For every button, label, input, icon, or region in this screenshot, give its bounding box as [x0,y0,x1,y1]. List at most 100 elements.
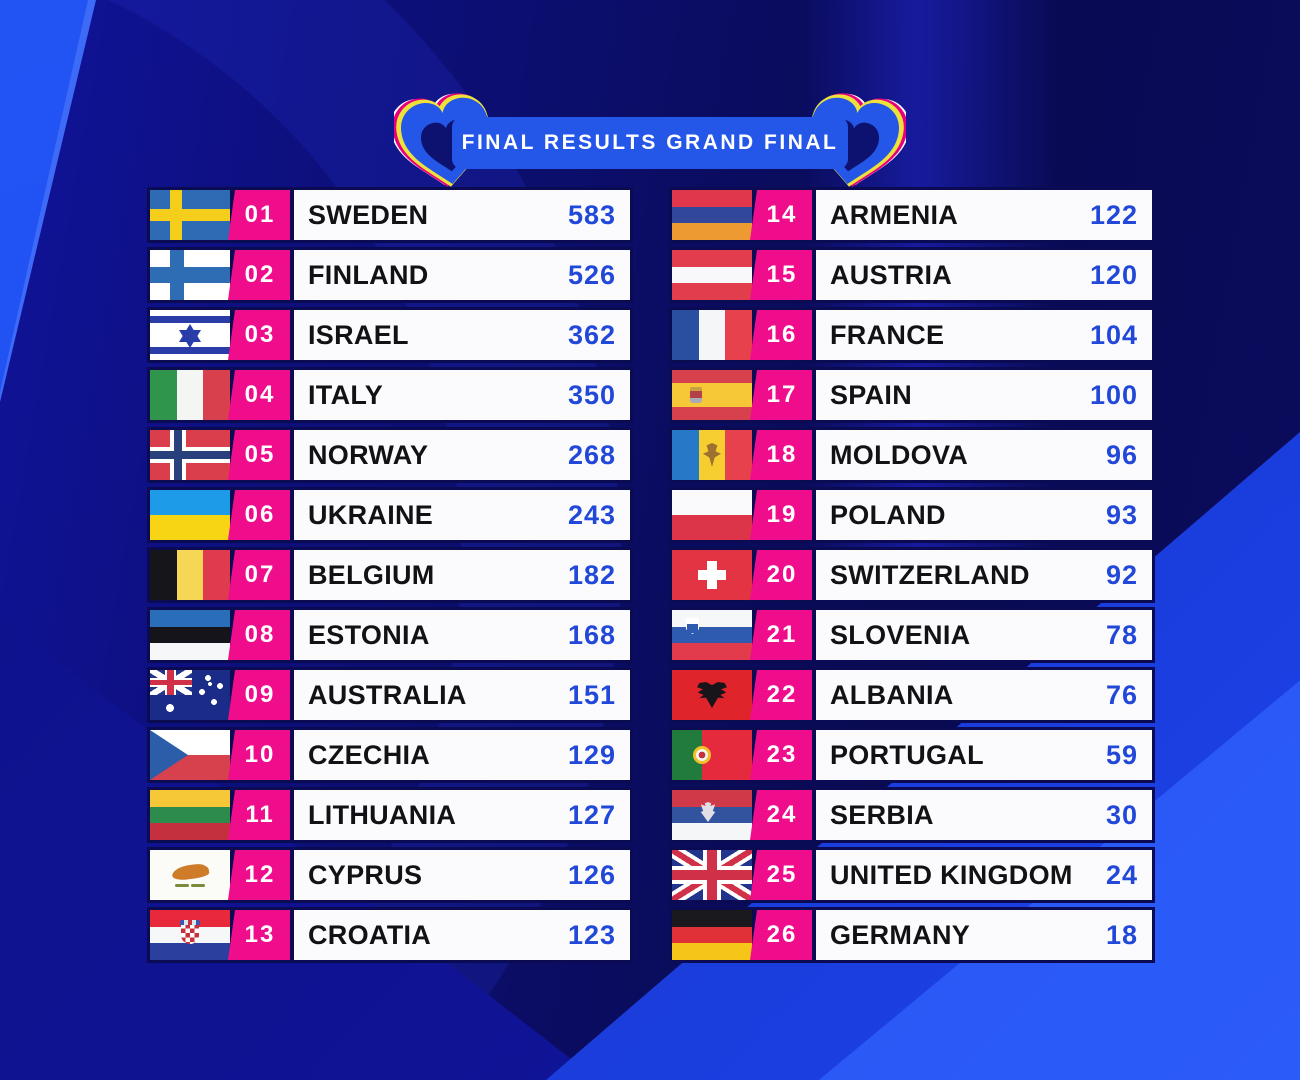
country-panel: CZECHIA 129 [294,730,630,780]
points-value: 18 [1105,919,1138,950]
rank-label: 10 [244,741,276,768]
flag-rank-block: 02 [150,250,290,300]
points-value: 93 [1105,499,1138,530]
flag-rank-block: 21 [672,610,812,660]
result-row-albania: 22 ALBANIA 76 [669,667,1155,723]
flag-rank-block: 07 [150,550,290,600]
rank-label: 04 [244,381,276,408]
points-value: 100 [1089,379,1138,410]
rank-chip: 22 [750,670,812,720]
points-value: 350 [567,379,616,410]
flag-rank-block: 25 [672,850,812,900]
result-row-finland: 02 FINLAND 526 [147,247,633,303]
country-name: ESTONIA [308,619,430,650]
rank-chip: 15 [750,250,812,300]
country-panel: ISRAEL 362 [294,310,630,360]
country-panel: LITHUANIA 127 [294,790,630,840]
rank-label: 13 [244,921,276,948]
rank-chip: 05 [228,430,290,480]
flag-lithuania-icon [150,790,230,840]
points-value: 92 [1105,559,1138,590]
result-row-armenia: 14 ARMENIA 122 [669,187,1155,243]
result-row-ukraine: 06 UKRAINE 243 [147,487,633,543]
points-value: 268 [567,439,616,470]
result-row-france: 16 FRANCE 104 [669,307,1155,363]
rank-label: 19 [766,501,798,528]
rank-label: 22 [766,681,798,708]
result-row-spain: 17 SPAIN 100 [669,367,1155,423]
flag-ukraine-icon [150,490,230,540]
flag-rank-block: 09 [150,670,290,720]
flag-rank-block: 22 [672,670,812,720]
points-value: 78 [1105,619,1138,650]
flag-croatia-icon [150,910,230,960]
flag-norway-icon [150,430,230,480]
country-panel: ESTONIA 168 [294,610,630,660]
page-title: FINAL RESULTS GRAND FINAL [461,131,839,154]
points-value: 122 [1089,199,1138,230]
result-row-czechia: 10 CZECHIA 129 [147,727,633,783]
flag-spain-icon [672,370,752,420]
result-row-slovenia: 21 SLOVENIA 78 [669,607,1155,663]
country-panel: SWITZERLAND 92 [816,550,1152,600]
country-name: CYPRUS [308,859,423,890]
country-name: FINLAND [308,259,429,290]
country-panel: FRANCE 104 [816,310,1152,360]
rank-label: 18 [766,441,798,468]
country-panel: AUSTRIA 120 [816,250,1152,300]
country-name: AUSTRALIA [308,679,467,710]
rank-label: 02 [244,261,276,288]
country-name: ITALY [308,379,384,410]
flag-rank-block: 16 [672,310,812,360]
country-panel: CROATIA 123 [294,910,630,960]
flag-france-icon [672,310,752,360]
rank-chip: 10 [228,730,290,780]
rank-chip: 02 [228,250,290,300]
points-value: 120 [1089,259,1138,290]
flag-rank-block: 19 [672,490,812,540]
rank-chip: 01 [228,190,290,240]
country-panel: SPAIN 100 [816,370,1152,420]
flag-sweden-icon [150,190,230,240]
flag-rank-block: 13 [150,910,290,960]
points-value: 243 [567,499,616,530]
rank-chip: 06 [228,490,290,540]
points-value: 526 [567,259,616,290]
result-row-sweden: 01 SWEDEN 583 [147,187,633,243]
points-value: 96 [1105,439,1138,470]
rank-chip: 03 [228,310,290,360]
flag-united-kingdom-icon [672,850,752,900]
rank-chip: 17 [750,370,812,420]
rank-label: 23 [766,741,798,768]
results-column-right: 14 ARMENIA 122 15 AUSTRIA 120 16 FRANCE … [669,187,1155,963]
rank-chip: 11 [228,790,290,840]
country-name: BELGIUM [308,559,435,590]
country-name: ARMENIA [830,199,959,230]
rank-chip: 04 [228,370,290,420]
flag-czechia-icon [150,730,230,780]
country-panel: MOLDOVA 96 [816,430,1152,480]
rank-label: 07 [244,561,276,588]
rank-label: 08 [244,621,276,648]
country-panel: POLAND 93 [816,490,1152,540]
result-row-estonia: 08 ESTONIA 168 [147,607,633,663]
result-row-italy: 04 ITALY 350 [147,367,633,423]
country-name: ALBANIA [830,679,954,710]
country-name: AUSTRIA [830,259,953,290]
rank-label: 09 [244,681,276,708]
flag-albania-icon [672,670,752,720]
country-panel: ALBANIA 76 [816,670,1152,720]
rank-label: 21 [766,621,798,648]
rank-label: 15 [766,261,798,288]
points-value: 24 [1105,859,1138,890]
result-row-cyprus: 12 CYPRUS 126 [147,847,633,903]
flag-rank-block: 01 [150,190,290,240]
rank-label: 20 [766,561,798,588]
flag-estonia-icon [150,610,230,660]
rank-label: 25 [766,861,798,888]
result-row-germany: 26 GERMANY 18 [669,907,1155,963]
points-value: 182 [567,559,616,590]
country-name: SWEDEN [308,199,429,230]
rank-label: 24 [766,801,798,828]
points-value: 123 [567,919,616,950]
